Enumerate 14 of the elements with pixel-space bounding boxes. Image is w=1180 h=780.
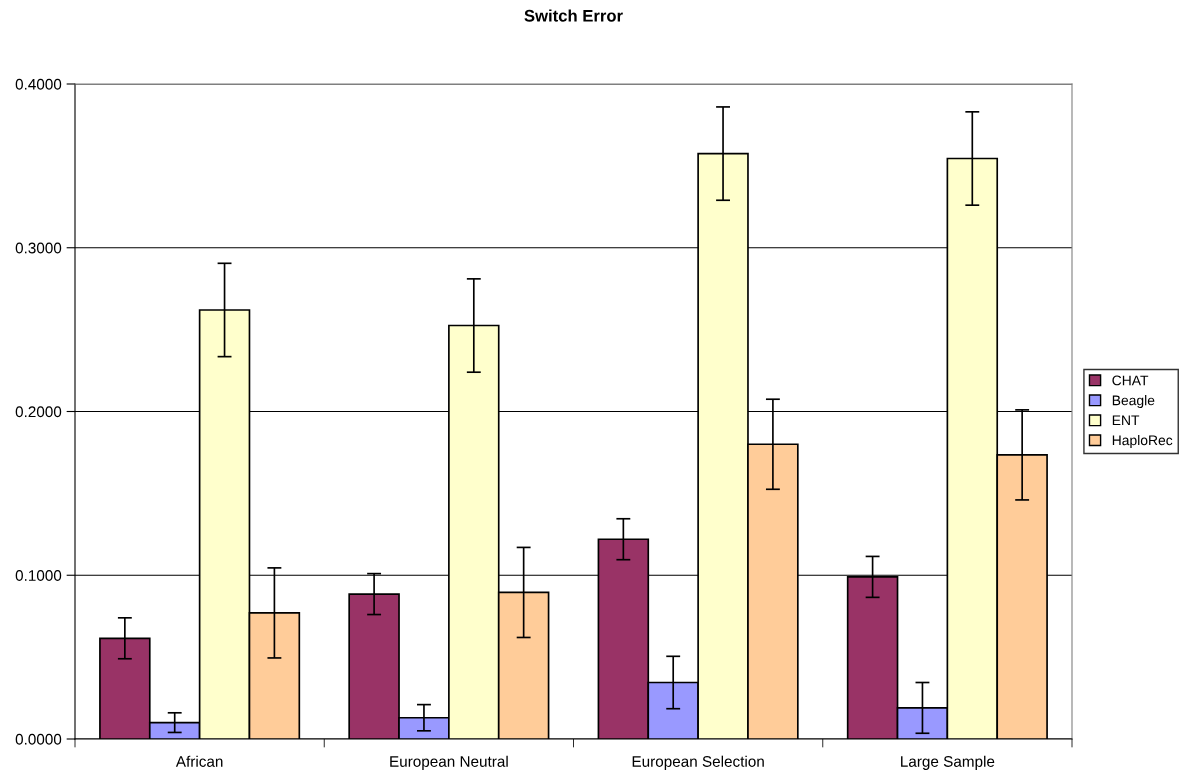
- x-tick-label: Large Sample: [901, 755, 995, 770]
- y-tick-label: 0.4000: [15, 78, 62, 90]
- x-tick-label: European Selection: [632, 755, 764, 770]
- y-tick-label: 0.1000: [15, 570, 62, 581]
- y-tick-label: 0.2000: [15, 406, 62, 418]
- legend-label: ENT: [1112, 415, 1140, 426]
- legend-label: CHAT: [1112, 375, 1149, 386]
- y-tick-label: 0.0000: [15, 733, 62, 745]
- chart-title: Switch Error: [524, 9, 623, 22]
- y-tick-label: 0.3000: [15, 242, 62, 254]
- x-tick-label: European Neutral: [390, 755, 508, 770]
- legend-label: HaploRec: [1112, 435, 1173, 448]
- x-tick-label: African: [175, 755, 223, 767]
- legend-label: Beagle: [1112, 395, 1155, 409]
